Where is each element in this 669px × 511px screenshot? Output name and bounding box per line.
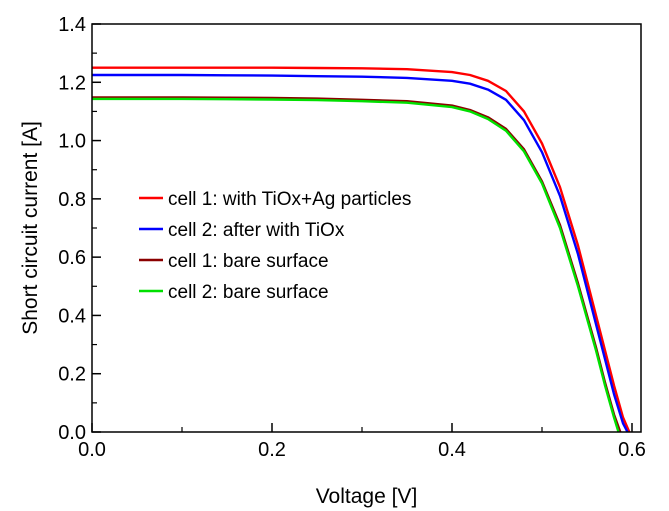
legend-label: cell 2: bare surface [168,282,329,303]
series-line-1 [92,66,631,433]
legend-label: cell 2: after with TiOx [168,220,345,241]
x-axis-label: Voltage [V] [316,485,418,508]
y-tick-label: 0.6 [58,247,86,269]
legend-label: cell 1: with TiOx+Ag particles [168,189,411,210]
x-tick-label: 0.6 [618,439,646,461]
series-line-4 [92,97,620,433]
y-tick-label: 0.4 [58,305,86,327]
series-line-2 [92,73,629,433]
legend-label: cell 1: bare surface [168,251,329,272]
x-tick-label: 0.4 [438,439,466,461]
plot-content [92,66,631,433]
y-tick-label: 1.0 [58,131,86,153]
y-tick-label: 0.8 [58,189,86,211]
y-tick-label: 1.2 [58,72,86,94]
y-tick-label: 0.2 [58,364,86,386]
y-tick-label: 1.4 [58,14,86,36]
y-tick-label: 0.0 [58,422,86,444]
x-tick-label: 0.0 [78,439,106,461]
x-tick-label: 0.2 [258,439,286,461]
axis-ticks: 0.0 0.2 0.4 0.6 0.0 0.2 0.4 0.6 0.8 1.0 1.2 1.4 [58,14,646,461]
legend: cell 1: with TiOx+Ag particles cell 2: af… [139,189,411,303]
y-axis-label: Short circuit current [A] [19,121,42,335]
